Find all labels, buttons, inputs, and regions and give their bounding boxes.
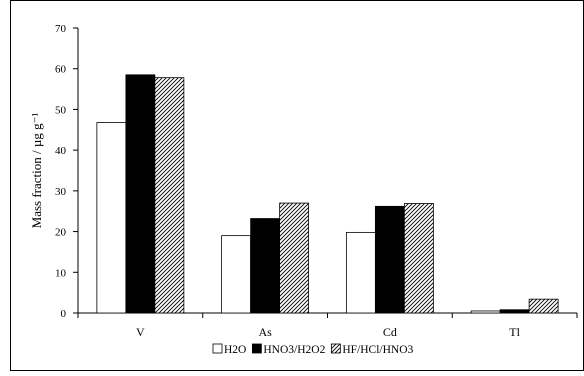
bar-hatched-cd [403, 203, 434, 314]
y-tick-label: 70 [55, 23, 67, 35]
bar-white-as [221, 235, 252, 314]
legend: H2O HNO3/H2O2 HF/HCl/HNO3 [212, 343, 414, 356]
y-axis-label: Mass fraction / µg g⁻¹ [29, 113, 44, 229]
bar-hatched-tl [528, 298, 559, 314]
category-label: V [136, 325, 145, 339]
legend-swatch-hatched [330, 343, 341, 354]
bar-hatched-v [154, 77, 185, 314]
bar-white-cd [345, 231, 376, 314]
chart-border [10, 0, 584, 371]
bar-white-v [96, 122, 127, 314]
bar-black-cd [374, 205, 405, 314]
category-label: Cd [383, 325, 397, 339]
y-tick-label: 60 [55, 64, 67, 76]
bar-black-tl [499, 309, 530, 314]
category-label: As [258, 325, 272, 339]
bar-black-v [125, 74, 156, 314]
legend-swatch-black [251, 343, 262, 354]
legend-label: H2O [224, 344, 246, 356]
bars [96, 74, 559, 314]
x-axis: V As Cd Tl [77, 312, 578, 339]
bar-black-as [250, 218, 281, 314]
category-label: Tl [509, 325, 520, 339]
legend-swatch-white [212, 343, 223, 354]
y-tick-label: 50 [55, 104, 67, 116]
y-tick-label: 0 [61, 308, 67, 320]
bar-hatched-as [279, 202, 310, 314]
y-tick-label: 40 [55, 145, 67, 157]
legend-label: HNO3/H2O2 [263, 344, 325, 356]
legend-label: HF/HCl/HNO3 [342, 344, 413, 356]
y-axis: 0 10 20 30 40 50 60 70 [55, 23, 79, 320]
bar-white-tl [470, 310, 501, 314]
y-tick-label: 10 [55, 267, 67, 279]
y-tick-label: 30 [55, 186, 67, 198]
y-tick-label: 20 [55, 227, 67, 239]
